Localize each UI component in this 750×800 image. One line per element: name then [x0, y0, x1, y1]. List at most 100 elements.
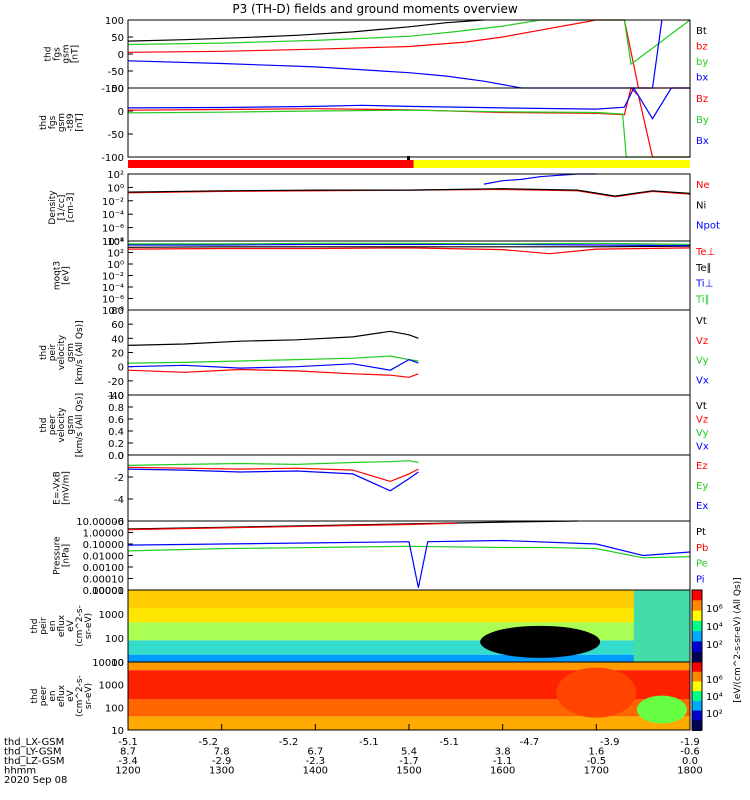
- x-tick-label: 0.0: [682, 756, 698, 767]
- series-line-Ti∥: [128, 242, 691, 245]
- x-row-label: thd_LY-GSM: [4, 747, 61, 758]
- x-tick-label: 1200: [115, 766, 140, 777]
- y-axis-label: gsm: [66, 415, 76, 434]
- series-line-Ni: [127, 188, 691, 197]
- y-axis-label: [nT]: [71, 45, 81, 63]
- x-tick-label: 5.4: [401, 747, 417, 758]
- x-tick-label: 1800: [677, 766, 702, 777]
- legend-label: Bx: [696, 136, 709, 147]
- y-tick-label: -40: [108, 391, 124, 402]
- x-row-label: hhmm: [4, 766, 36, 777]
- x-tick-label: -3.9: [600, 737, 620, 748]
- y-axis-label: [eV]: [62, 266, 72, 285]
- x-tick-label: -0.6: [680, 747, 700, 758]
- y-tick-label: 10⁰: [107, 260, 124, 271]
- y-tick-label: 10: [111, 658, 124, 669]
- panel-frame: [127, 240, 691, 311]
- y-axis-label: moqt3: [53, 261, 63, 290]
- panel-frame: [127, 394, 691, 456]
- colorbar-tick-label: 10²: [706, 709, 723, 720]
- spectrogram-band: [128, 590, 690, 608]
- legend-label: Pt: [696, 527, 706, 538]
- series-line-Pi: [127, 539, 691, 588]
- x-tick-label: -4.7: [520, 737, 540, 748]
- colorbar-segment: [692, 691, 702, 702]
- y-axis-label: thd: [39, 115, 49, 130]
- y-tick-label: 0.8: [108, 403, 124, 414]
- spectrogram-region: [633, 590, 690, 662]
- y-tick-label: 10⁰: [107, 183, 124, 194]
- x-tick-label: 6.7: [307, 747, 323, 758]
- panel-1: 100 50 0 -50 -100 thd fgs gsm [nT] Bt bz by bx: [44, 16, 709, 95]
- y-axis-label: E=-VxB: [53, 471, 63, 505]
- colorbar-segment: [692, 620, 702, 633]
- colorbar-segment: [692, 662, 702, 673]
- x-tick-label: -5.2: [279, 737, 299, 748]
- x-tick-label: 1.6: [588, 747, 604, 758]
- y-tick-label: 60: [111, 320, 124, 331]
- x-tick-label: -5.1: [439, 737, 459, 748]
- figure-title: P3 (TH-D) fields and ground moments over…: [232, 2, 517, 16]
- y-tick-label: -2: [114, 473, 124, 484]
- series-line-Ey: [127, 460, 419, 466]
- y-axis-label: sr-eV): [84, 683, 94, 709]
- y-axis-label: (cm^2-s-: [75, 675, 85, 717]
- colorbar-segment: [692, 720, 702, 731]
- colorbar-frame: [691, 661, 703, 731]
- y-tick-label: 10²: [107, 249, 124, 260]
- y-axis-label: gsm: [57, 113, 67, 132]
- series-line-By: [127, 109, 690, 158]
- series-line-Vt: [127, 330, 419, 346]
- colorbar-segment: [692, 651, 702, 663]
- spectrogram-band: [128, 699, 690, 717]
- x-tick-label: -0.5: [587, 756, 607, 767]
- y-axis-label: (cm^2-s-: [75, 605, 85, 647]
- y-axis-label: fgs: [53, 47, 63, 61]
- spectrogram-band: [128, 654, 690, 662]
- y-tick-label: 10.00000: [76, 517, 124, 528]
- colorbar: 10⁶ 10⁴ 10² [eV/(cm^2-s-sr-eV) (All Qs)]: [691, 577, 743, 731]
- legend-label: Vy: [696, 356, 709, 367]
- y-tick-label: 10⁻⁸: [102, 306, 124, 317]
- panel-6: 1.00.80.60.40.20.0 thd peer velocity gsm [km/…: [39, 391, 709, 462]
- x-tick-label: 8.7: [120, 747, 136, 758]
- legend-label: Pi: [696, 574, 705, 585]
- y-tick-label: -20: [108, 377, 124, 388]
- spectrogram-band: [128, 622, 690, 641]
- y-tick-label: 1000: [99, 681, 124, 692]
- colorbar-tick-label: 10⁶: [706, 604, 723, 615]
- legend-label: bx: [696, 73, 708, 84]
- y-tick-label: -100: [101, 153, 124, 164]
- y-axis-label: sr-eV): [84, 613, 94, 639]
- y-tick-label: 20: [111, 349, 124, 360]
- colorbar-segment: [692, 700, 702, 712]
- spectrogram-band: [128, 608, 690, 623]
- x-tick-label: -2.9: [212, 756, 232, 767]
- x-tick-label: 3.8: [495, 747, 511, 758]
- y-tick-label: 100: [105, 16, 124, 27]
- y-axis-label: thd: [39, 418, 49, 433]
- y-axis-label: [km/s (All Qs)]: [75, 393, 85, 457]
- y-axis-label: Density: [48, 190, 58, 225]
- series-line-Pb: [127, 522, 456, 531]
- panel-2: 50 0 -50 -100 thd fgs gsm -t89 [nT] Bz By Bx: [39, 84, 709, 164]
- y-tick-label: 10⁻⁸: [102, 237, 124, 248]
- y-tick-label: -100: [101, 84, 124, 95]
- y-tick-label: 0.01000: [83, 552, 124, 563]
- colorbar-tick-label: 10⁶: [706, 675, 723, 686]
- y-axis-label: gsm: [66, 343, 76, 362]
- y-tick-label: 50: [111, 84, 124, 95]
- series-line-Bt: [127, 19, 484, 42]
- y-axis-label: peer: [39, 685, 49, 706]
- colorbar-segment: [692, 610, 702, 622]
- x-row-label: thd_LX-GSM: [4, 737, 64, 748]
- y-tick-label: -50: [108, 130, 124, 141]
- y-tick-label: 1000: [99, 610, 124, 621]
- y-tick-label: 10⁻⁶: [102, 295, 124, 306]
- y-axis-label: thd: [30, 689, 40, 704]
- y-axis-label: Pressure: [53, 536, 63, 575]
- legend-label: Bt: [696, 26, 707, 37]
- colorbar-label: [eV/(cm^2-s-sr-eV) (All Qs)]: [733, 577, 743, 702]
- x-tick-label: -2.3: [306, 756, 326, 767]
